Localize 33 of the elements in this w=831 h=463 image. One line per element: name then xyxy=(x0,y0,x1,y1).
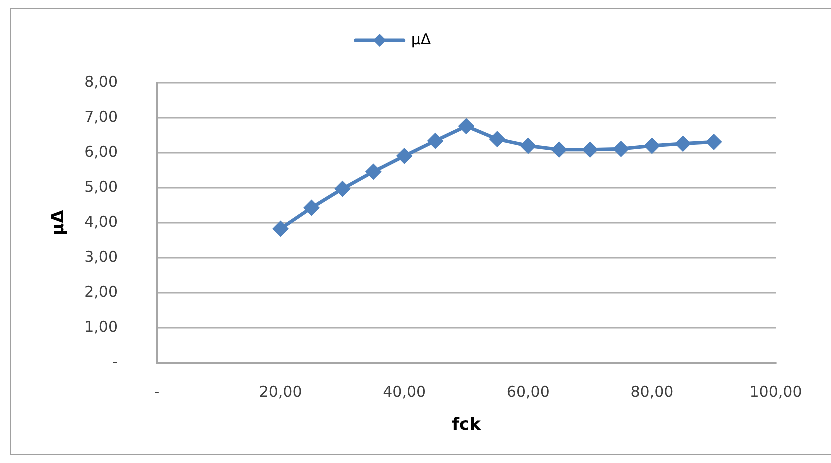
x-tick-label: 100,00 xyxy=(750,382,802,401)
point xyxy=(334,181,351,198)
y-tick-label: 4,00 xyxy=(84,212,118,231)
x-tick-label: 20,00 xyxy=(259,382,302,401)
point xyxy=(582,142,598,158)
legend-label: μΔ xyxy=(411,30,432,48)
y-tick-label: 8,00 xyxy=(84,72,118,91)
point xyxy=(396,148,413,164)
y-tick-label: 2,00 xyxy=(84,282,118,301)
x-tick-label: 60,00 xyxy=(506,382,550,401)
x-axis-title: fck xyxy=(452,415,482,436)
point xyxy=(272,220,289,237)
point xyxy=(366,164,382,180)
point xyxy=(675,136,692,152)
y-tick-label: 5,00 xyxy=(84,178,118,196)
point xyxy=(304,200,320,216)
point xyxy=(644,138,660,154)
y-tick-label: - xyxy=(112,352,118,371)
y-axis-title: μΔ xyxy=(48,209,69,236)
point xyxy=(613,141,630,158)
x-tick-label: 40,00 xyxy=(383,382,426,401)
y-tick-label: 7,00 xyxy=(84,108,118,126)
point xyxy=(489,131,506,148)
x-tick-label: - xyxy=(154,382,160,401)
point xyxy=(520,138,536,154)
x-tick-label: 80,00 xyxy=(630,382,674,401)
point xyxy=(458,118,474,134)
point xyxy=(706,134,722,150)
point xyxy=(428,133,444,150)
y-tick-label: 3,00 xyxy=(84,248,118,266)
point xyxy=(551,142,568,158)
y-tick-label: 1,00 xyxy=(84,318,118,336)
y-tick-label: 6,00 xyxy=(84,142,118,161)
